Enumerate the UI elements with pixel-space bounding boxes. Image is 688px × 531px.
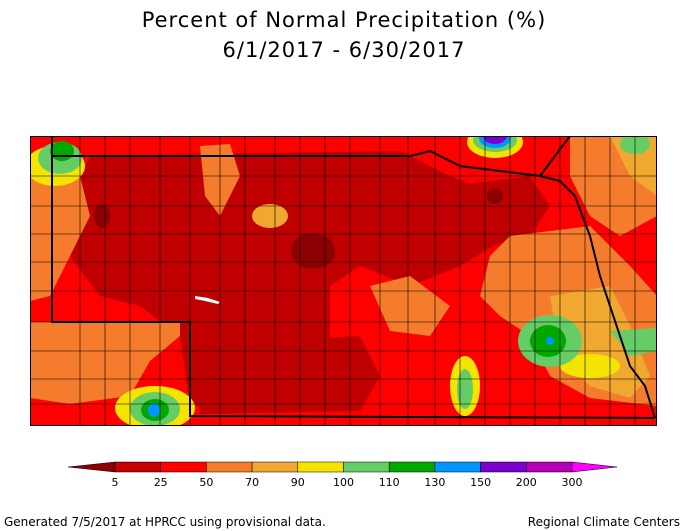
dark-red-region-south xyxy=(190,336,380,414)
blue-spot-east xyxy=(546,337,554,345)
legend-swatch xyxy=(297,461,344,473)
green-region-far-east xyxy=(610,328,657,356)
dark-green-spot-northwest xyxy=(50,141,74,161)
legend-swatch xyxy=(160,461,207,473)
legend-arrow-right xyxy=(571,461,618,473)
legend-labels: 5 25 50 70 90 100 110 130 150 200 300 xyxy=(112,476,583,489)
legend-swatches xyxy=(67,461,618,473)
county-boundaries xyxy=(30,136,657,426)
legend-swatch xyxy=(343,461,390,473)
dark-red-region-central xyxy=(60,151,510,406)
maroon-spot-ne xyxy=(487,188,503,204)
light-orange-spot-center xyxy=(252,204,288,228)
map-title: Percent of Normal Precipitation (%) xyxy=(141,8,547,32)
legend-swatch xyxy=(388,461,436,473)
maroon-spot-west xyxy=(94,204,110,228)
legend-swatch xyxy=(206,461,253,473)
map-frame xyxy=(30,136,657,426)
legend-tick-label: 300 xyxy=(562,476,583,489)
lake xyxy=(195,296,220,304)
precipitation-map xyxy=(30,136,657,426)
legend-tick-label: 100 xyxy=(333,476,354,489)
legend-tick-label: 90 xyxy=(291,476,305,489)
legend-tick-label: 25 xyxy=(154,476,168,489)
orange-region-west xyxy=(30,176,90,301)
legend-swatch xyxy=(251,461,299,473)
legend-swatch xyxy=(480,461,527,473)
legend-swatch xyxy=(114,461,161,473)
maroon-spot-center xyxy=(291,233,335,269)
purple-spot-north xyxy=(483,136,507,144)
map-date-range: 6/1/2017 - 6/30/2017 xyxy=(222,38,466,62)
green-spot-south-central xyxy=(457,369,473,409)
legend-tick-label: 110 xyxy=(379,476,400,489)
legend-tick-label: 70 xyxy=(245,476,259,489)
legend-tick-label: 130 xyxy=(424,476,445,489)
footer-generated-note: Generated 7/5/2017 at HPRCC using provis… xyxy=(4,515,326,529)
legend-arrow-left xyxy=(67,461,116,473)
dark-red-region-east xyxy=(450,176,550,246)
yellow-spot-southeast xyxy=(560,354,620,378)
footer-credit: Regional Climate Centers xyxy=(527,515,680,529)
legend-tick-label: 200 xyxy=(516,476,537,489)
color-legend: 5 25 50 70 90 100 110 130 150 200 300 xyxy=(67,461,618,489)
legend-tick-label: 5 xyxy=(112,476,119,489)
state-boundaries xyxy=(51,136,656,419)
legend-swatch xyxy=(526,461,573,473)
legend-swatch xyxy=(434,461,481,473)
legend-tick-label: 50 xyxy=(199,476,213,489)
legend-tick-label: 150 xyxy=(470,476,491,489)
blue-spot-southwest xyxy=(148,403,160,417)
